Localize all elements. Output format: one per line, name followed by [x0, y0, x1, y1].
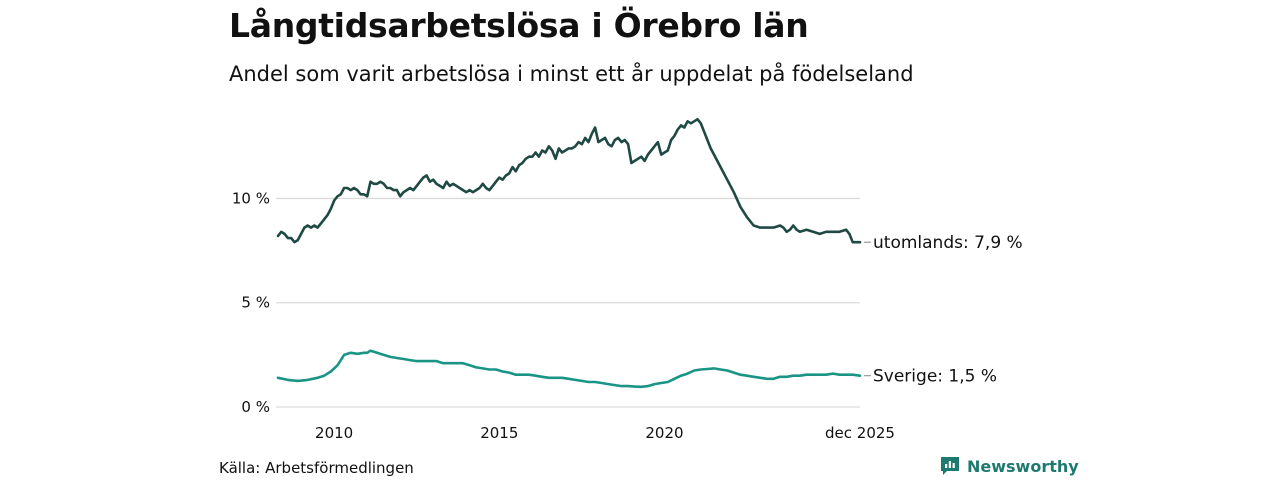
source-note: Källa: Arbetsförmedlingen: [219, 459, 414, 477]
end-labels: utomlands: 7,9 % Sverige: 1,5 %: [864, 233, 1023, 387]
x-axis-ticks: 2010 2015 2020 dec 2025: [315, 424, 895, 442]
brand-logo: Newsworthy: [939, 455, 1079, 477]
series-line-utomlands: [276, 117, 862, 244]
grid-lines: [276, 197, 860, 408]
x-tick-label: 2015: [480, 424, 518, 442]
x-tick-label: 2020: [645, 424, 683, 442]
brand-name: Newsworthy: [967, 456, 1079, 476]
end-label-utomlands: utomlands: 7,9 %: [873, 233, 1023, 253]
newsworthy-logo-icon: [941, 457, 959, 475]
y-tick-label: 0 %: [241, 398, 270, 416]
chart-title: Långtidsarbetslösa i Örebro län: [229, 6, 809, 45]
y-tick-label: 10 %: [232, 189, 270, 207]
series-line-sverige: [276, 349, 862, 389]
x-tick-label: dec 2025: [825, 424, 895, 442]
end-label-sverige: Sverige: 1,5 %: [873, 367, 997, 387]
series-lines: [276, 117, 862, 389]
y-axis-ticks: 0 % 5 % 10 %: [232, 189, 270, 416]
y-tick-label: 5 %: [241, 294, 270, 312]
x-tick-label: 2010: [315, 424, 353, 442]
chart-subtitle: Andel som varit arbetslösa i minst ett å…: [229, 62, 914, 86]
